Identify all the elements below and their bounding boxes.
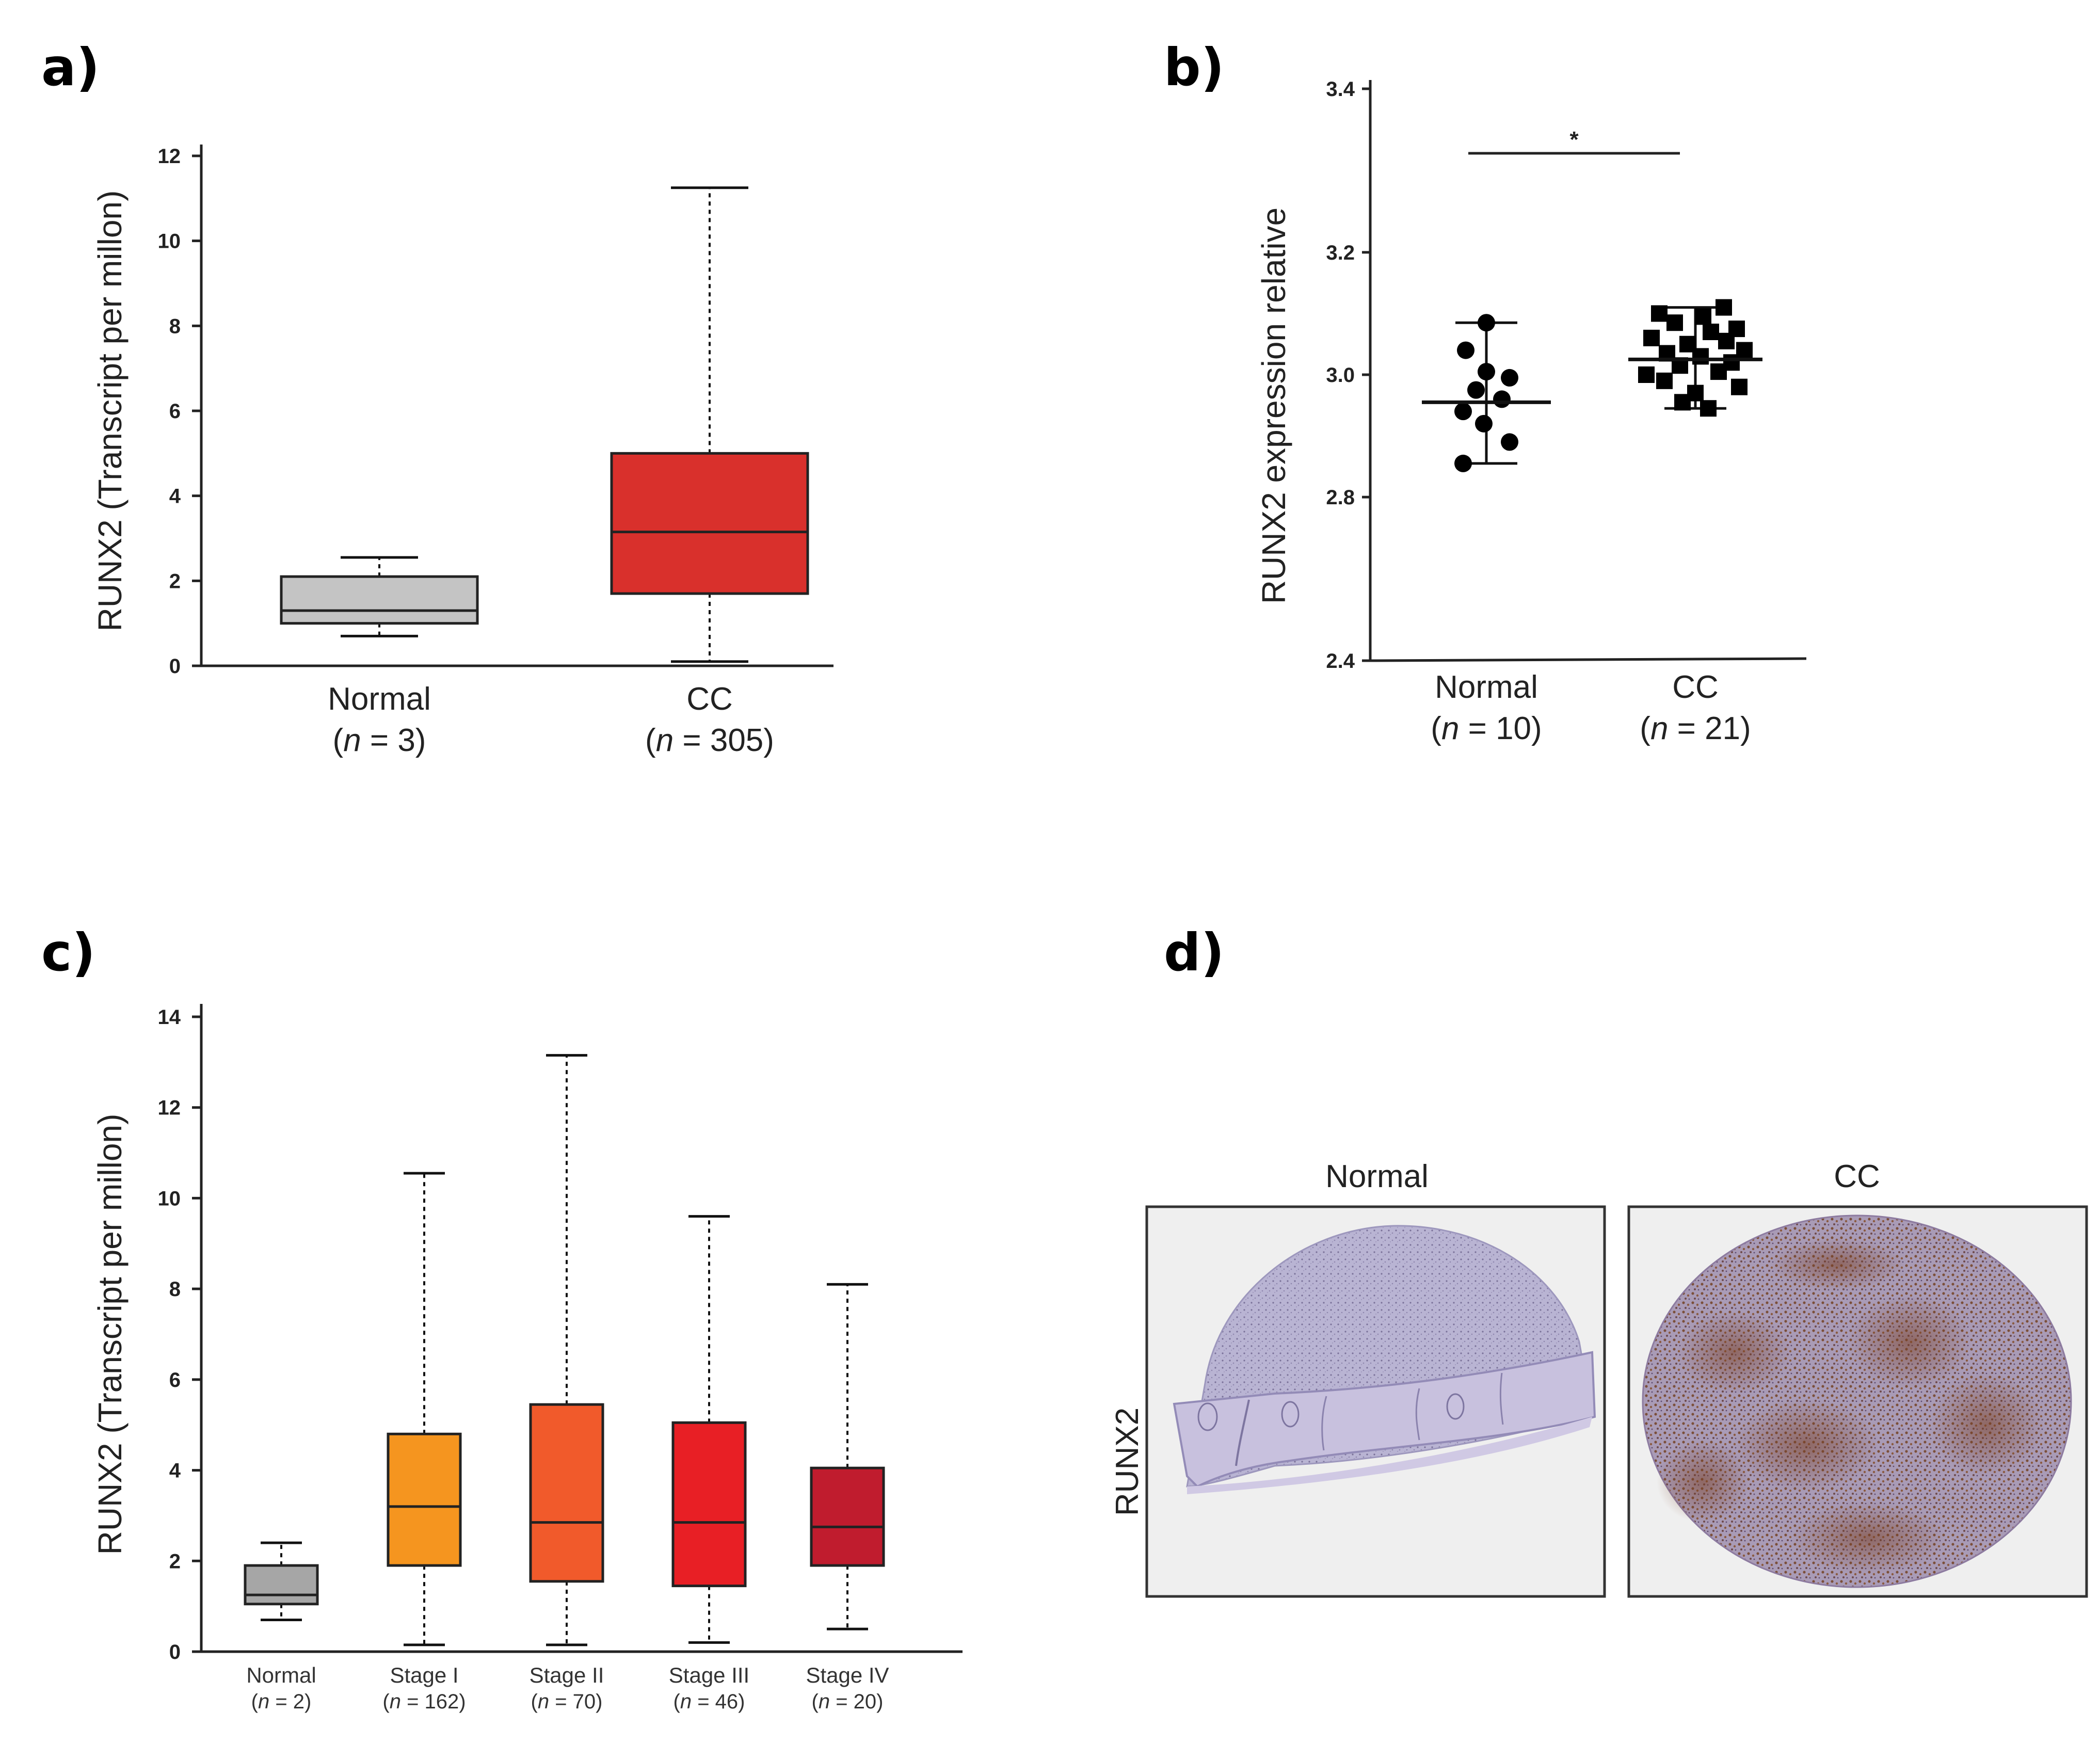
data-point [1710,363,1727,380]
tissue-cc [1642,1214,2072,1588]
x-category-label: CC [686,681,733,717]
y-tick-label: 12 [158,145,181,168]
panel-label-d: d) [1164,922,1224,983]
y-tick-label: 3.0 [1326,364,1355,387]
data-point [1478,314,1495,332]
panel-label-a: a) [41,37,100,98]
y-tick-label: 8 [169,315,181,338]
data-point [1467,381,1485,399]
data-point [1493,390,1511,408]
chart-c-boxplot: 0 2 4 6 8 10 12 14 RUNX2 (Transcript per millon)… [91,1004,963,1713]
data-point [1731,378,1748,395]
y-tick-label: 10 [158,230,181,253]
data-point [1695,308,1711,325]
x-category-label: Stage I [390,1663,458,1687]
tissue-normal-edge [1187,1417,1592,1494]
chart-a-boxplot: 0 2 4 6 8 10 12 RUNX2 (Transcript per millon) No… [91,145,833,758]
box-stage-iii [671,1421,747,1588]
panel-label-b: b) [1164,37,1224,98]
y-tick-label: 2.4 [1326,650,1355,673]
data-point [1478,363,1495,381]
micrograph-row-label: RUNX2 [1110,1408,1145,1516]
y-tick-label: 8 [169,1278,181,1301]
x-category-label: CC [1672,669,1719,705]
data-point [1501,369,1518,387]
y-tick-label: 6 [169,1369,181,1392]
data-point [1692,348,1709,365]
y-tick-label: 2.8 [1326,486,1355,509]
box-stage-i [387,1432,462,1567]
y-tick-label: 3.4 [1326,78,1355,101]
x-category-label: Stage II [530,1663,604,1687]
box-stage-ii [529,1403,604,1583]
data-point [1666,314,1683,331]
y-tick-label: 4 [169,1460,181,1482]
micrograph-column-label-cc: CC [1834,1159,1880,1194]
data-point [1454,403,1472,421]
significance-label: * [1569,127,1579,152]
data-point [1656,372,1673,389]
chart-b-scatter: 2.4 2.8 3.0 3.2 3.4 RUNX2 expression relative… [1255,78,1807,746]
x-n-label: (n = 70) [531,1690,603,1713]
x-category-label: Normal [1435,669,1538,705]
x-n-label: (n = 3) [333,723,426,758]
x-n-label: (n = 162) [382,1690,466,1713]
y-tick-label: 0 [169,1641,181,1664]
micrograph-normal [1145,1205,1606,1598]
x-n-label: (n = 10) [1431,711,1542,746]
tissue-normal-epithelium [1173,1351,1596,1488]
data-point [1651,305,1668,322]
x-axis [1370,657,1807,662]
y-tick-label: 2 [169,570,181,593]
x-n-label: (n = 2) [251,1690,312,1713]
y-tick-label: 10 [158,1187,181,1210]
x-n-label: (n = 46) [674,1690,745,1713]
x-n-label: (n = 20) [812,1690,884,1713]
y-axis-label: RUNX2 expression relative [1255,207,1292,604]
box-normal [280,575,479,625]
x-category-label: Stage III [669,1663,749,1687]
box-normal [244,1564,319,1606]
y-axis-label: RUNX2 (Transcript per millon) [91,1114,129,1555]
y-tick-label: 3.2 [1326,242,1355,264]
box-stage-iv [810,1466,885,1567]
panel-label-c: c) [41,922,95,983]
data-point [1457,341,1474,359]
data-point [1638,366,1655,383]
data-point [1718,332,1735,349]
data-point [1674,394,1691,411]
data-point [1703,324,1719,341]
x-n-label: (n = 305) [645,723,774,758]
micrograph-cc [1627,1205,2088,1598]
y-tick-label: 6 [169,400,181,423]
y-tick-label: 2 [169,1550,181,1573]
x-category-label: Normal [246,1663,316,1687]
data-point [1454,454,1472,472]
panel-d-micrographs: RUNX2 Normal CC [1110,1159,2088,1598]
x-category-label: Stage IV [806,1663,889,1687]
data-point [1643,329,1660,346]
y-tick-label: 12 [158,1097,181,1120]
data-point [1501,433,1518,451]
y-tick-label: 4 [169,485,181,508]
data-point [1716,299,1732,316]
micrograph-column-label-normal: Normal [1325,1159,1429,1194]
box-cc [610,452,809,595]
data-point [1475,414,1493,433]
x-n-label: (n = 21) [1640,711,1751,746]
y-tick-label: 0 [169,655,181,678]
data-point [1700,400,1717,417]
y-axis-label: RUNX2 (Transcript per millon) [91,190,129,632]
x-category-label: Normal [328,681,431,717]
y-tick-label: 14 [158,1006,181,1029]
